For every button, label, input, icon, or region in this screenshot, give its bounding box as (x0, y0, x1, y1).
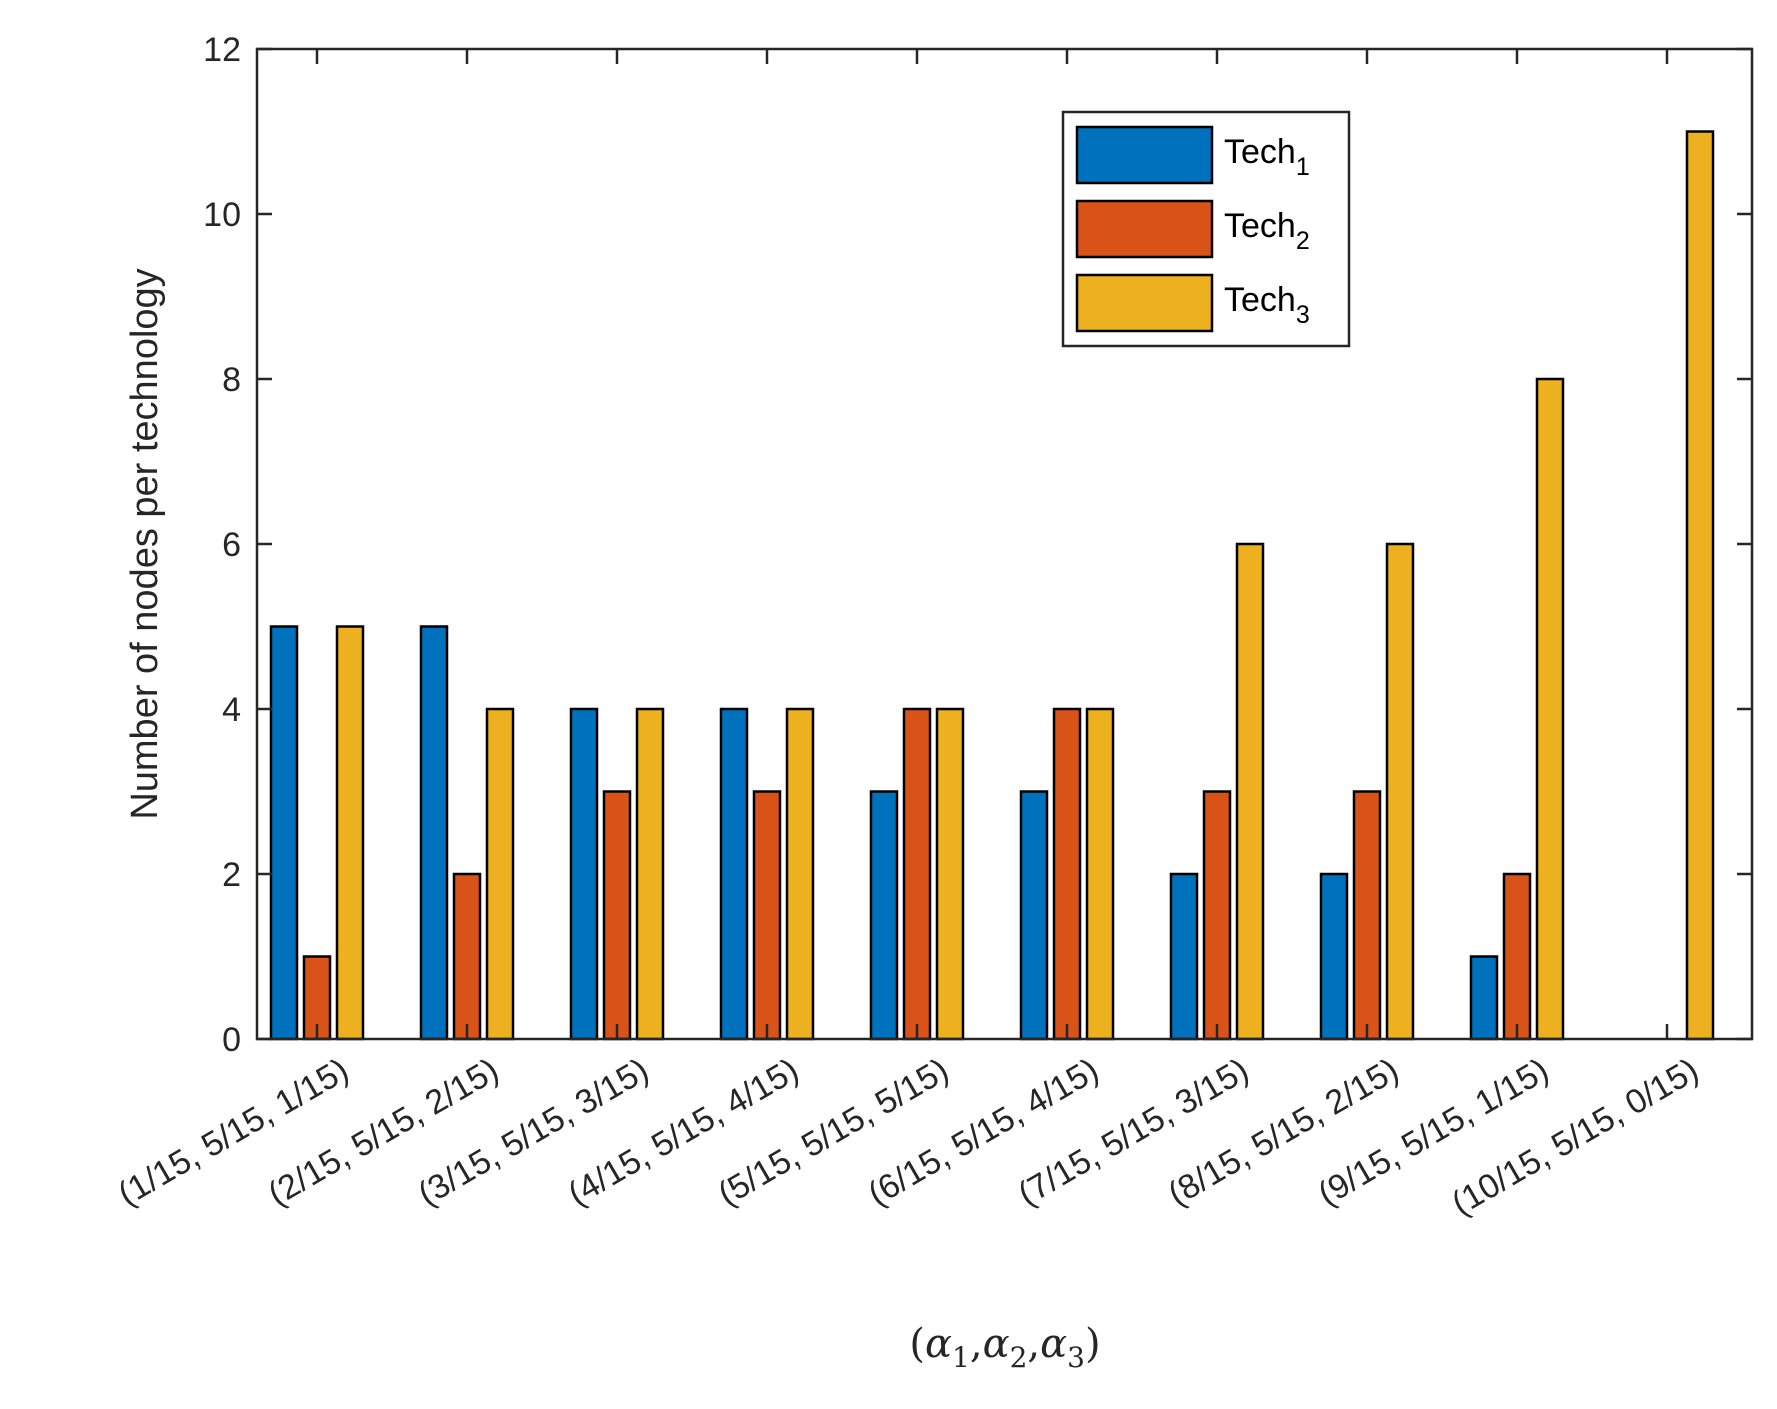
y-axis-label: Number of nodes per technology (124, 268, 166, 819)
bar-tech1-cat8 (1319, 872, 1349, 1041)
x-label-alpha-2: α (983, 1321, 1010, 1367)
bar-tech2-cat8 (1352, 790, 1382, 1041)
bar-tech1-cat3 (569, 707, 599, 1041)
x-label-alpha-3: α (1040, 1321, 1067, 1367)
bar-tech3-cat7 (1235, 542, 1265, 1041)
legend-swatch-tech1 (1075, 125, 1214, 185)
x-label-open-paren: ( (909, 1321, 925, 1367)
bar-tech3-cat4 (785, 707, 815, 1041)
y-tick-label: 2 (222, 856, 241, 894)
bar-tech1-cat7 (1169, 872, 1199, 1041)
bar-tech2-cat9 (1502, 872, 1532, 1041)
bar-tech3-cat5 (935, 707, 965, 1041)
legend-swatch-tech2 (1075, 199, 1214, 259)
bar-tech2-cat2 (452, 872, 482, 1041)
legend-label-tech2: Tech2 (1224, 207, 1310, 255)
bar-tech3-cat9 (1535, 377, 1565, 1041)
x-label-alpha-1: α (925, 1321, 952, 1367)
x-label-subscript-2: 2 (1010, 1341, 1028, 1374)
y-tick-label: 8 (222, 361, 241, 399)
bar-tech2-cat4 (752, 790, 782, 1041)
bar-tech2-cat3 (602, 790, 632, 1041)
y-tick-label: 12 (203, 31, 241, 69)
bar-tech1-cat5 (869, 790, 899, 1041)
x-label-comma-2: , (1027, 1321, 1040, 1367)
bar-tech3-cat8 (1385, 542, 1415, 1041)
axes-box (255, 47, 1754, 1041)
legend-swatch-tech3 (1075, 273, 1214, 333)
bar-tech1-cat9 (1469, 955, 1499, 1041)
x-axis-label: (α1,α2,α3) (909, 1321, 1100, 1374)
legend-label-tech3: Tech3 (1224, 281, 1310, 329)
y-tick-label: 6 (222, 526, 241, 564)
y-tick-label: 0 (222, 1021, 241, 1059)
bar-tech3-cat6 (1085, 707, 1115, 1041)
bar-tech1-cat6 (1019, 790, 1049, 1041)
bars-group (269, 130, 1715, 1041)
bar-tech3-cat3 (635, 707, 665, 1041)
x-label-comma-1: , (970, 1321, 983, 1367)
bar-tech3-cat1 (335, 625, 365, 1041)
bar-tech2-cat6 (1052, 707, 1082, 1041)
bar-tech1-cat2 (419, 625, 449, 1041)
bar-tech1-cat4 (719, 707, 749, 1041)
legend-label-tech1: Tech1 (1224, 133, 1310, 181)
bar-tech3-cat2 (485, 707, 515, 1041)
y-tick-label: 10 (203, 196, 241, 234)
bar-tech3-cat10 (1685, 130, 1715, 1041)
bar-tech2-cat5 (902, 707, 932, 1041)
legend-label-tech2-subscript: 2 (1296, 227, 1310, 255)
legend-label-tech3-subscript: 3 (1296, 301, 1310, 329)
legend-label-tech1-subscript: 1 (1296, 153, 1310, 181)
legend-label-tech2-name: Tech (1224, 207, 1296, 245)
legend-label-tech1-name: Tech (1224, 133, 1296, 171)
legend: Tech1 Tech2 Tech3 (1061, 110, 1351, 348)
x-label-subscript-1: 1 (952, 1341, 970, 1374)
x-label-close-paren: ) (1085, 1321, 1101, 1367)
x-label-subscript-3: 3 (1067, 1341, 1085, 1374)
legend-label-tech3-name: Tech (1224, 281, 1296, 319)
bar-tech2-cat7 (1202, 790, 1232, 1041)
bar-tech1-cat1 (269, 625, 299, 1041)
y-tick-label: 4 (222, 691, 241, 729)
